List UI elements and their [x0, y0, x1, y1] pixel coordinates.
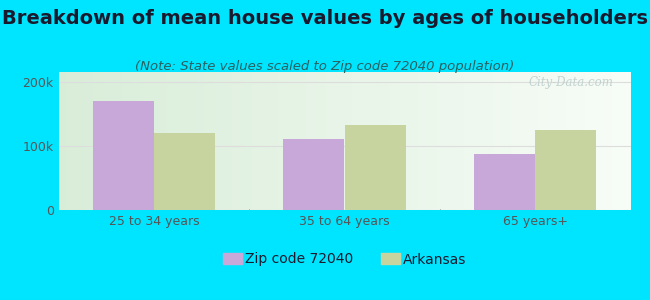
Legend: Zip code 72040, Arkansas: Zip code 72040, Arkansas [217, 247, 472, 272]
Bar [344, 125, 406, 210]
Bar [283, 140, 344, 210]
Bar [474, 154, 535, 210]
Bar [154, 133, 215, 210]
Bar [535, 130, 596, 210]
Text: (Note: State values scaled to Zip code 72040 population): (Note: State values scaled to Zip code 7… [135, 60, 515, 73]
Bar [93, 101, 154, 210]
Text: City-Data.com: City-Data.com [528, 76, 614, 89]
Text: Breakdown of mean house values by ages of householders: Breakdown of mean house values by ages o… [2, 9, 648, 28]
